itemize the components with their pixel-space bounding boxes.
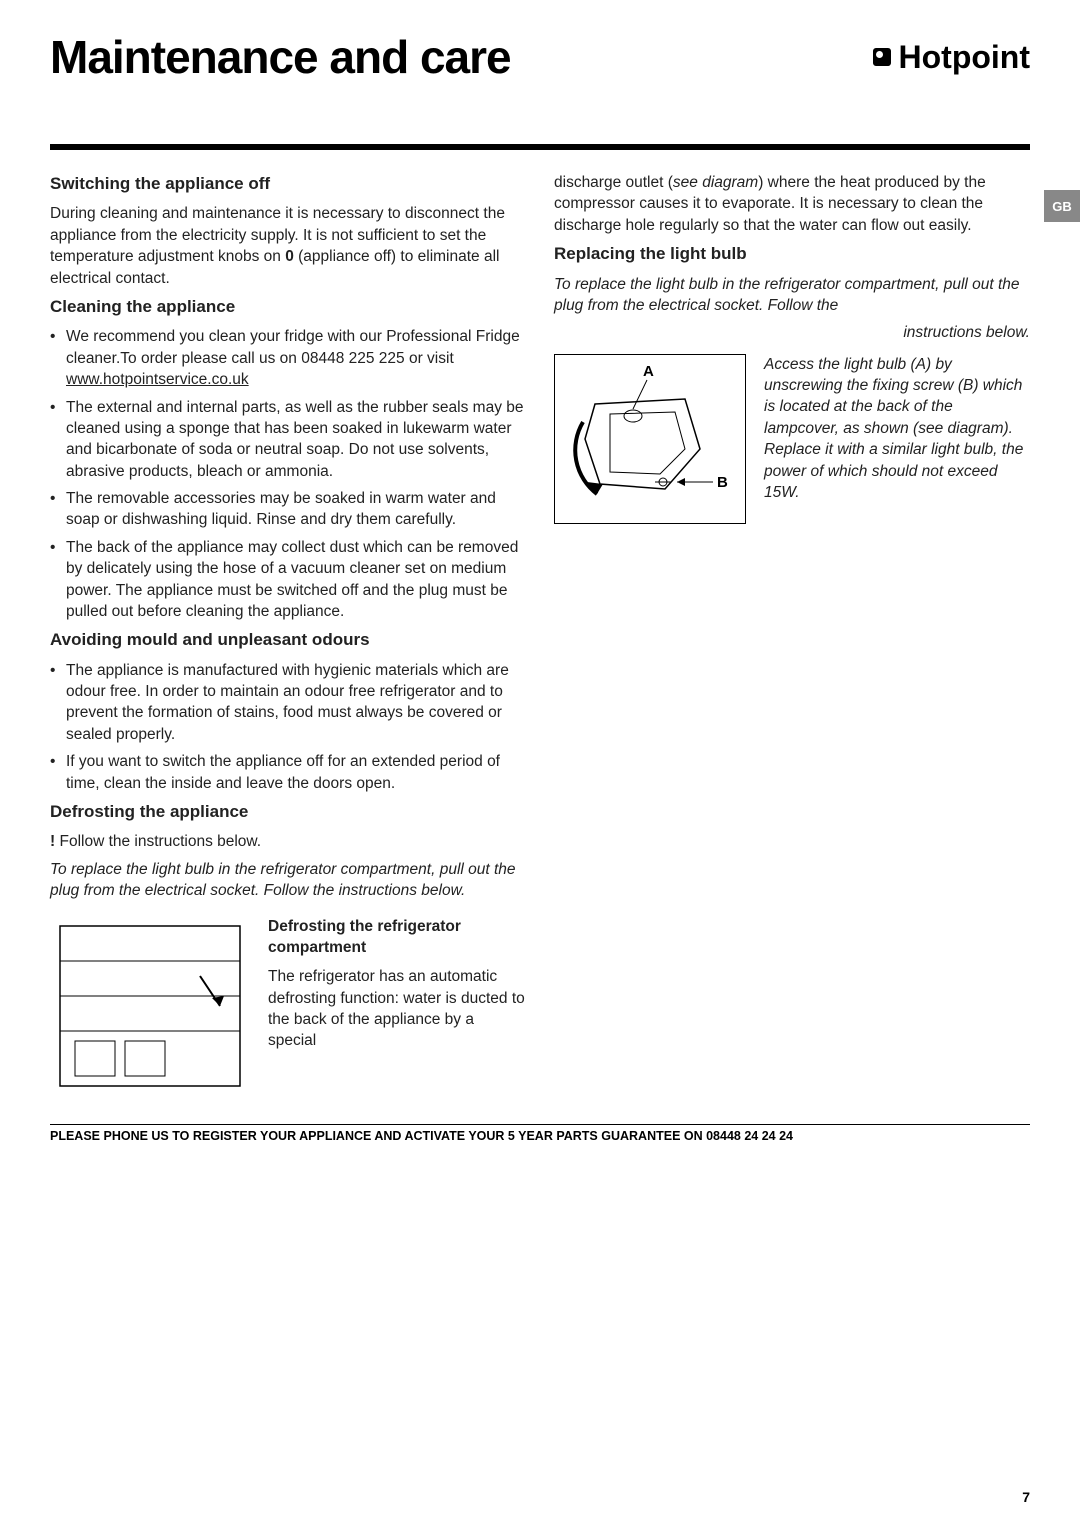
italic-text: see diagram xyxy=(673,174,758,191)
mould-list: The appliance is manufactured with hygie… xyxy=(50,660,526,794)
bulb-body-text: Access the light bulb (A) by unscrewing … xyxy=(764,354,1030,524)
defrost-block: Defrosting the refrigerator compartment … xyxy=(50,916,526,1096)
list-item: If you want to switch the appliance off … xyxy=(50,751,526,794)
defrost-italic: To replace the light bulb in the refrige… xyxy=(50,859,526,902)
text: Follow the instructions below. xyxy=(55,833,261,850)
defrost-subheading: Defrosting the refrigerator compartment xyxy=(268,916,526,959)
main-title: Maintenance and care xyxy=(50,30,511,84)
defrost-subpara: The refrigerator has an automatic defros… xyxy=(268,966,526,1052)
list-item: The removable accessories may be soaked … xyxy=(50,488,526,531)
heading-mould: Avoiding mould and unpleasant odours xyxy=(50,628,526,651)
heading-defrosting: Defrosting the appliance xyxy=(50,800,526,823)
para-switching-off: During cleaning and maintenance it is ne… xyxy=(50,203,526,289)
page-header: Maintenance and care Hotpoint xyxy=(50,30,1030,84)
text: We recommend you clean your fridge with … xyxy=(66,328,520,366)
list-item: We recommend you clean your fridge with … xyxy=(50,326,526,390)
svg-text:B: B xyxy=(717,474,728,491)
text: discharge outlet ( xyxy=(554,174,673,191)
continuation-para: discharge outlet (see diagram) where the… xyxy=(554,172,1030,236)
bulb-intro-tail: instructions below. xyxy=(554,322,1030,343)
defrost-diagram xyxy=(50,916,250,1096)
svg-text:A: A xyxy=(643,363,654,380)
page-number: 7 xyxy=(1022,1489,1030,1505)
list-item: The appliance is manufactured with hygie… xyxy=(50,660,526,746)
heading-switching-off: Switching the appliance off xyxy=(50,172,526,195)
defrost-warn-line: ! Follow the instructions below. xyxy=(50,831,526,852)
bold-zero: 0 xyxy=(285,248,294,265)
content-columns: Switching the appliance off During clean… xyxy=(50,172,1030,1096)
heading-bulb: Replacing the light bulb xyxy=(554,242,1030,265)
footer-register-line: PLEASE PHONE US TO REGISTER YOUR APPLIAN… xyxy=(50,1124,1030,1143)
defrost-text-block: Defrosting the refrigerator compartment … xyxy=(268,916,526,1096)
right-column: discharge outlet (see diagram) where the… xyxy=(554,172,1030,1096)
brand-text: Hotpoint xyxy=(899,39,1031,76)
lampcover-icon: A B xyxy=(555,354,745,524)
list-item: The external and internal parts, as well… xyxy=(50,397,526,483)
list-item: The back of the appliance may collect du… xyxy=(50,537,526,623)
bulb-intro: To replace the light bulb in the refrige… xyxy=(554,274,1030,317)
fridge-interior-icon xyxy=(50,916,250,1096)
bulb-diagram: A B xyxy=(554,354,746,524)
brand-logo: Hotpoint xyxy=(873,39,1031,76)
brand-dot-icon xyxy=(873,48,891,66)
bulb-block: A B Access the light bulb (A) by unscrew… xyxy=(554,354,1030,524)
heading-cleaning: Cleaning the appliance xyxy=(50,295,526,318)
language-tab: GB xyxy=(1044,190,1080,222)
cleaning-list: We recommend you clean your fridge with … xyxy=(50,326,526,622)
link-text: www.hotpointservice.co.uk xyxy=(66,371,249,388)
horizontal-rule xyxy=(50,144,1030,150)
left-column: Switching the appliance off During clean… xyxy=(50,172,526,1096)
